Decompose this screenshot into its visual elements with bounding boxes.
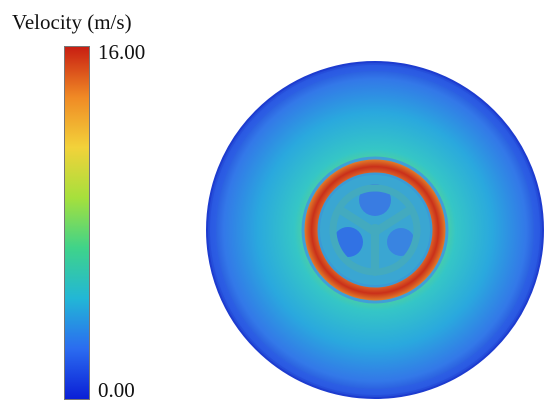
velocity-colorbar	[64, 46, 90, 400]
rotor-ring-outer-edge	[301, 156, 449, 304]
domain-edge-band	[210, 65, 540, 395]
legend-title: Velocity (m/s)	[12, 10, 132, 34]
rotor-ring-inner-edge	[317, 172, 433, 288]
colorbar-min-label: 0.00	[98, 378, 135, 402]
core-low-velocity-right	[387, 228, 415, 256]
colorbar-max-label: 16.00	[98, 40, 146, 64]
hub-center	[369, 224, 381, 236]
velocity-contour-plot	[206, 61, 544, 399]
